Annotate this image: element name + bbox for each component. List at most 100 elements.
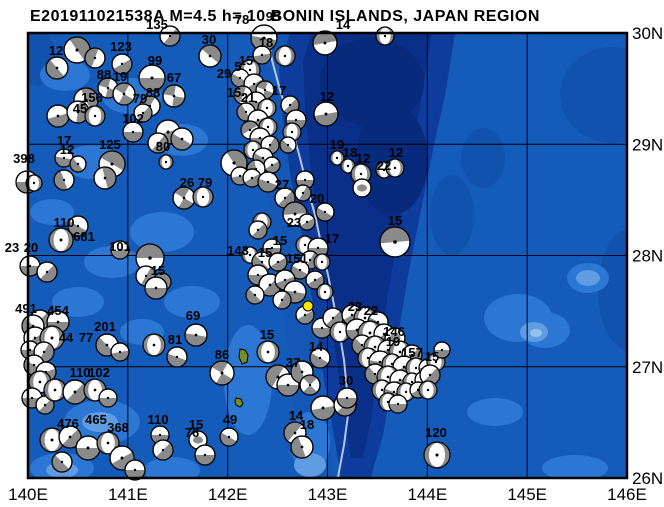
- depth-label: 26: [180, 175, 194, 190]
- focal-mechanism-symbol: [48, 227, 74, 253]
- lon-tick-label: 146E: [607, 485, 647, 504]
- focal-mechanism-symbol: [252, 45, 272, 65]
- focal-mechanism-symbol: [279, 136, 297, 154]
- event-marker: [302, 300, 314, 312]
- focal-mechanism-symbol: [43, 378, 67, 402]
- depth-label: 18: [259, 35, 273, 50]
- depth-label: 398: [13, 151, 35, 166]
- focal-mechanism-symbol: [329, 321, 351, 343]
- island: [238, 348, 249, 365]
- focal-mechanism-symbol: [352, 178, 372, 198]
- focal-mechanism-symbol: [84, 105, 106, 127]
- depth-label: 15: [273, 233, 287, 248]
- focal-mechanism-symbol: [350, 163, 372, 185]
- focal-mechanism-symbol: [329, 150, 345, 166]
- depth-label: 67: [167, 70, 181, 85]
- depth-label: 44: [59, 330, 74, 345]
- shallow-patch: [52, 287, 104, 317]
- focal-mechanism-symbol: [45, 56, 69, 80]
- focal-mechanism-symbol: [98, 388, 118, 408]
- focal-mechanism-symbol: [63, 36, 91, 64]
- focal-mechanism-symbol: [144, 276, 168, 300]
- focal-mechanism-symbol: [53, 169, 75, 191]
- shallow-patch-2: [576, 270, 600, 286]
- depth-label: 27: [275, 177, 289, 192]
- lon-tick-label: 142E: [208, 485, 248, 504]
- focal-mechanism-symbol: [336, 387, 358, 409]
- lon-tick-label: 141E: [108, 485, 148, 504]
- focal-mechanism-symbol: [96, 431, 120, 455]
- focal-mechanism-symbol: [158, 154, 174, 170]
- focal-mechanism-symbol: [375, 26, 395, 46]
- focal-mechanism-symbol: [166, 346, 188, 368]
- depth-label: 14: [336, 17, 351, 32]
- depth-label: 81: [168, 332, 182, 347]
- focal-mechanism-symbol: [256, 340, 280, 364]
- focal-mechanism-symbol: [51, 451, 73, 473]
- depth-label: 12: [60, 142, 74, 157]
- depth-label: 476: [57, 416, 79, 431]
- focal-mechanism-symbol: [313, 101, 339, 127]
- depth-label: 135: [146, 17, 168, 32]
- focal-mechanism-symbol: [162, 84, 186, 108]
- shallow-patch: [144, 457, 200, 478]
- focal-mechanism-symbol: [192, 186, 214, 208]
- focal-mechanism-symbol: [248, 220, 268, 240]
- focal-mechanism-symbol: [39, 427, 65, 453]
- focal-mechanism-symbol: [385, 158, 405, 178]
- depth-label: 156: [81, 90, 103, 105]
- depth-label: 17: [325, 231, 339, 246]
- depth-label: 99: [148, 53, 162, 68]
- focal-mechanism-symbol: [62, 379, 88, 405]
- depth-label: 15: [151, 263, 165, 278]
- focal-mechanism-symbol: [242, 168, 262, 188]
- focal-mechanism-symbol: [172, 186, 196, 210]
- depth-label: 125: [99, 137, 121, 152]
- depth-label: 110: [148, 412, 169, 427]
- depth-label: 23: [348, 299, 362, 314]
- depth-label: 19: [330, 137, 344, 152]
- focal-mechanism-symbol: [290, 435, 314, 459]
- lat-tick-label: 27N: [632, 358, 663, 377]
- focal-mechanism-symbol: [184, 323, 208, 347]
- focal-mechanism-symbol: [93, 166, 117, 190]
- focal-mechanism-symbol: [112, 82, 136, 106]
- depth-label: 30: [202, 32, 216, 47]
- lat-tick-label: 29N: [632, 135, 663, 154]
- depth-label: 15: [189, 417, 203, 432]
- axis-labels: 140E 141E 142E 143E 144E 145E 146E 30N 29N 28N 27N…: [8, 24, 663, 504]
- focal-mechanism-symbol: [274, 45, 296, 67]
- focal-mechanism-symbol: [423, 441, 451, 469]
- shallow-patch-2: [82, 412, 118, 432]
- depth-label: 454: [47, 303, 69, 318]
- shallow-patch: [130, 212, 194, 252]
- depth-label: 110: [70, 365, 91, 380]
- trench-deepest-zone: [320, 38, 424, 126]
- depth-label: 22: [364, 303, 378, 318]
- depth-label: 15: [227, 85, 241, 100]
- focal-mechanism-symbol: [58, 425, 82, 449]
- focal-mechanism-symbol: [309, 347, 331, 369]
- depth-label: 23: [287, 215, 301, 230]
- focal-mechanism-symbol: [310, 395, 336, 421]
- focal-mechanism-symbol: [315, 202, 335, 222]
- depth-label: 15: [425, 349, 439, 364]
- depth-label: 20: [310, 191, 324, 206]
- focal-mechanism-symbol: [54, 148, 74, 168]
- focal-mechanism-symbol: [147, 132, 169, 154]
- depth-label: 146: [383, 324, 405, 339]
- depth-label: 17: [57, 133, 71, 148]
- focal-mechanism-symbol: [433, 341, 451, 359]
- focal-mechanism-symbol: [418, 380, 438, 400]
- depth-label: 30: [339, 373, 353, 388]
- depth-label: 80: [156, 139, 170, 154]
- depth-label: 19: [113, 69, 127, 84]
- depth-label: 15: [260, 327, 274, 342]
- deep-patch: [598, 230, 627, 350]
- focal-mechanism-symbol: [19, 255, 41, 277]
- focal-mechanism-symbol: [198, 44, 222, 68]
- focal-mechanism-symbol: [257, 171, 279, 193]
- focal-mechanism-symbol: [152, 439, 174, 461]
